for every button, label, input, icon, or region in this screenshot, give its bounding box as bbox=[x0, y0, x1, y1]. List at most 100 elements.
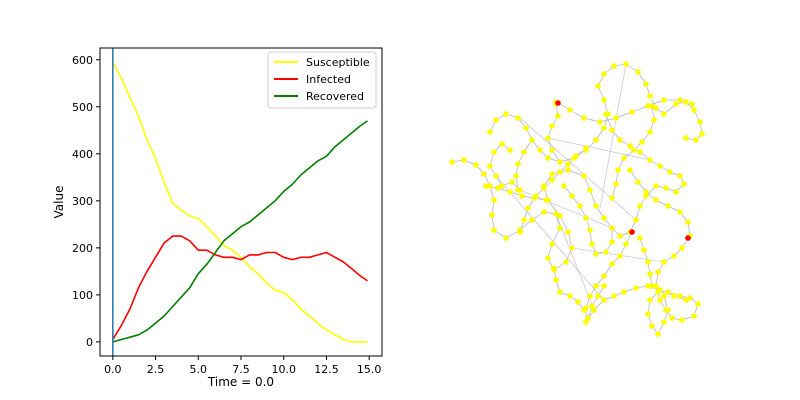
network-node bbox=[637, 203, 643, 209]
network-node bbox=[583, 215, 589, 221]
network-node bbox=[489, 212, 495, 218]
sir-line-chart: 0.0 2.5 5.0 7.5 10.0 12.5 15.0 0 100 200 300 400 500… bbox=[52, 47, 383, 389]
network-edge bbox=[631, 105, 649, 113]
network-node bbox=[449, 159, 455, 165]
network-edge bbox=[599, 63, 627, 209]
network-node bbox=[685, 219, 691, 225]
network-node bbox=[593, 283, 599, 289]
network-node bbox=[461, 157, 467, 163]
network-node bbox=[515, 187, 521, 193]
network-node bbox=[577, 203, 583, 209]
y-tick-label: 100 bbox=[72, 289, 93, 302]
network-node bbox=[647, 297, 653, 303]
network-edge bbox=[551, 227, 561, 245]
network-node bbox=[593, 251, 599, 257]
network-node bbox=[653, 183, 659, 189]
network-node bbox=[649, 103, 655, 109]
network-node bbox=[593, 137, 599, 143]
network-node bbox=[601, 283, 607, 289]
network-node bbox=[621, 155, 627, 161]
x-tick-label: 7.5 bbox=[232, 363, 250, 376]
network-edge bbox=[589, 189, 597, 207]
network-node bbox=[531, 195, 537, 201]
network-node bbox=[567, 107, 573, 113]
network-node bbox=[487, 163, 493, 169]
network-node bbox=[635, 69, 641, 75]
network-node bbox=[683, 297, 689, 303]
network-node bbox=[593, 203, 599, 209]
network-node bbox=[581, 173, 587, 179]
network-node bbox=[643, 81, 649, 87]
network-node bbox=[595, 293, 601, 299]
network-node bbox=[549, 171, 555, 177]
network-node bbox=[637, 149, 643, 155]
network-edge bbox=[605, 113, 613, 131]
network-node bbox=[491, 227, 497, 233]
network-node bbox=[617, 233, 623, 239]
network-node bbox=[677, 293, 683, 299]
network-node bbox=[621, 289, 627, 295]
y-tick-label: 300 bbox=[72, 195, 93, 208]
network-node bbox=[565, 161, 571, 167]
network-node bbox=[623, 241, 629, 247]
network-node bbox=[581, 115, 587, 121]
network-node bbox=[665, 203, 671, 209]
network-node bbox=[695, 301, 701, 307]
network-node bbox=[655, 269, 661, 275]
network-node bbox=[557, 289, 563, 295]
network-node bbox=[487, 129, 493, 135]
network-edge bbox=[495, 175, 605, 301]
network-node bbox=[517, 229, 523, 235]
network-node bbox=[653, 283, 659, 289]
network-node bbox=[601, 215, 607, 221]
legend-label-recovered: Recovered bbox=[306, 90, 364, 103]
network-node bbox=[545, 255, 551, 261]
network-node bbox=[673, 189, 679, 195]
y-tick-label: 0 bbox=[86, 336, 93, 349]
network-node bbox=[601, 97, 607, 103]
x-axis-label: Time = 0.0 bbox=[207, 375, 274, 389]
network-node bbox=[617, 137, 623, 143]
network-node bbox=[633, 217, 639, 223]
network-node bbox=[661, 293, 667, 299]
network-node bbox=[473, 162, 479, 168]
network-node bbox=[551, 265, 557, 271]
network-node bbox=[679, 245, 685, 251]
network-node bbox=[521, 217, 527, 223]
network-node bbox=[499, 141, 505, 147]
network-node bbox=[657, 163, 663, 169]
network-node bbox=[665, 289, 671, 295]
network-node bbox=[613, 115, 619, 121]
network-node bbox=[657, 287, 663, 293]
legend-box bbox=[267, 51, 377, 109]
network-edge bbox=[519, 117, 637, 221]
network-node bbox=[487, 183, 493, 189]
network-node bbox=[601, 125, 607, 131]
network-node bbox=[529, 217, 535, 223]
x-tick-label: 10.0 bbox=[271, 363, 296, 376]
network-node bbox=[653, 197, 659, 203]
y-axis-label: Value bbox=[52, 186, 66, 219]
network-node bbox=[587, 293, 593, 299]
network-node bbox=[555, 113, 561, 119]
network-node bbox=[521, 149, 527, 155]
network-edge bbox=[555, 213, 595, 311]
network-node bbox=[561, 183, 567, 189]
network-node bbox=[553, 277, 559, 283]
network-node bbox=[601, 273, 607, 279]
network-node bbox=[677, 209, 683, 215]
network-node bbox=[635, 179, 641, 185]
network-edge bbox=[615, 111, 633, 119]
network-node bbox=[507, 147, 513, 153]
network-node bbox=[609, 127, 615, 133]
network-node bbox=[493, 173, 499, 179]
network-node bbox=[541, 209, 547, 215]
network-node bbox=[545, 135, 551, 141]
x-tick-label: 2.5 bbox=[147, 363, 165, 376]
y-tick-label: 500 bbox=[72, 101, 93, 114]
network-node bbox=[519, 193, 525, 199]
network-node bbox=[541, 185, 547, 191]
network-node bbox=[557, 225, 563, 231]
network-node bbox=[613, 181, 619, 187]
network-node bbox=[677, 97, 683, 103]
